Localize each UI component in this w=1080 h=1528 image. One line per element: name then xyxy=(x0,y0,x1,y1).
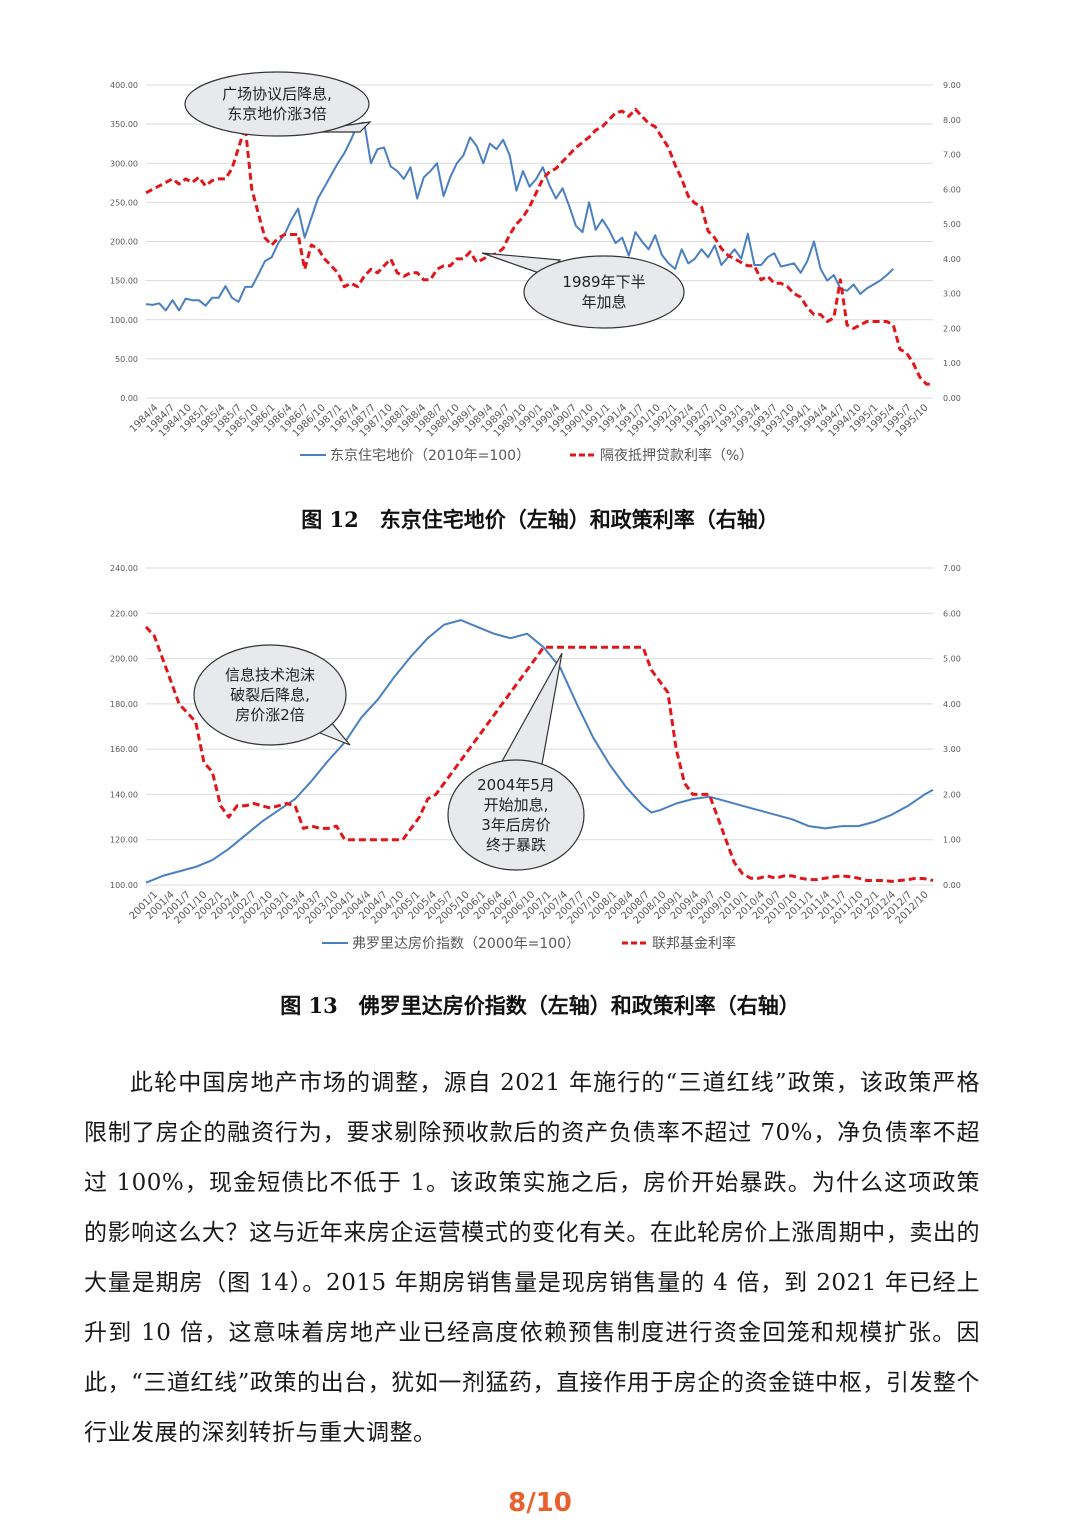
figure-12-caption: 图 12 东京住宅地价（左轴）和政策利率（右轴） xyxy=(301,507,779,532)
chart1-rate-line xyxy=(145,107,933,386)
chart2-callout-text: 破裂后降息, xyxy=(230,686,310,704)
chart1-y2-tick-label: 5.00 xyxy=(943,220,961,229)
chart1-y-tick-label: 350.00 xyxy=(110,120,138,129)
chart2-callout-pointer xyxy=(499,652,563,776)
chart1-y-tick-label: 200.00 xyxy=(110,238,138,247)
chart2-callout-bubble xyxy=(193,644,347,746)
chart1-price-line xyxy=(145,121,894,312)
chart2-y-tick-label: 120.00 xyxy=(110,836,138,845)
chart2-y2-tick-label: 1.00 xyxy=(943,836,961,845)
chart1-callout-bubble xyxy=(523,255,685,329)
chart1-y-tick-label: 400.00 xyxy=(110,81,138,90)
chart1-y2-tick-label: 3.00 xyxy=(943,290,961,299)
chart-florida-house-price: 100.00 120.00 140.00 160.00 180.00 200.00 220.… xyxy=(0,555,1080,965)
chart1-y2-tick-label: 9.00 xyxy=(943,81,961,90)
chart1-y2-tick-label: 7.00 xyxy=(943,151,961,160)
chart2-y-tick-label: 200.00 xyxy=(110,655,138,664)
chart2-legend-label: 联邦基金利率 xyxy=(652,935,736,952)
chart-tokyo-svg: 0.00 50.00 100.00 150.00 200.00 250.00 300.00 3… xyxy=(110,71,961,464)
figure-13-caption: 图 13 佛罗里达房价指数（左轴）和政策利率（右轴） xyxy=(280,993,800,1018)
chart1-y-tick-label: 0.00 xyxy=(120,394,138,403)
chart2-y2-tick-label: 6.00 xyxy=(943,609,961,618)
chart2-y2-tick-label: 5.00 xyxy=(943,655,961,664)
chart2-y-tick-label: 160.00 xyxy=(110,745,138,754)
chart2-legend-label: 弗罗里达房价指数（2000年=100） xyxy=(352,936,580,952)
chart2-y2-tick-label: 7.00 xyxy=(943,564,961,573)
chart2-y2-tick-label: 0.00 xyxy=(943,881,961,890)
chart2-callout-text: 开始加息, xyxy=(484,796,549,814)
chart1-y2-tick-label: 0.00 xyxy=(943,394,961,403)
chart2-callout-text: 房价涨2倍 xyxy=(235,706,305,724)
chart1-y2-tick-label: 1.00 xyxy=(943,359,961,368)
chart1-y-tick-label: 150.00 xyxy=(110,277,138,286)
chart2-callout-bubble xyxy=(447,759,585,871)
chart2-callout-text: 信息技术泡沫 xyxy=(225,666,315,684)
chart2-y2-tick-label: 2.00 xyxy=(943,790,961,799)
chart1-y2-tick-label: 6.00 xyxy=(943,185,961,194)
chart1-callout-text: 东京地价涨3倍 xyxy=(227,105,327,123)
chart1-y2-tick-label: 2.00 xyxy=(943,324,961,333)
chart2-callout-text: 2004年5月 xyxy=(477,776,555,794)
chart2-rate-line xyxy=(144,625,934,883)
chart1-y2-tick-label: 4.00 xyxy=(943,255,961,264)
chart2-y-tick-label: 100.00 xyxy=(110,881,138,890)
chart2-callout-text: 终于暴跌 xyxy=(486,836,546,854)
chart2-callout-text: 3年后房价 xyxy=(481,816,551,834)
chart1-y-tick-label: 100.00 xyxy=(110,316,138,325)
chart-florida-svg: 100.00 120.00 140.00 160.00 180.00 200.00 220.… xyxy=(110,564,961,952)
chart1-callout-text: 广场协议后降息, xyxy=(222,85,332,103)
chart-tokyo-land-price: 0.00 50.00 100.00 150.00 200.00 250.00 300.00 3… xyxy=(0,70,1080,490)
chart1-legend-label: 隔夜抵押贷款利率（%） xyxy=(600,447,753,464)
body-paragraph: 此轮中国房地产市场的调整，源自 2021 年施行的“三道红线”政策，该政策严格限… xyxy=(84,1070,980,1446)
page-number: 8/10 xyxy=(508,1488,572,1518)
chart2-y2-tick-label: 3.00 xyxy=(943,745,961,754)
chart2-y-tick-label: 220.00 xyxy=(110,609,138,618)
chart1-y-tick-label: 250.00 xyxy=(110,198,138,207)
chart1-y-tick-label: 50.00 xyxy=(115,355,138,364)
chart2-y-tick-label: 180.00 xyxy=(110,700,138,709)
chart1-y-tick-label: 300.00 xyxy=(110,159,138,168)
chart1-legend-label: 东京住宅地价（2010年=100） xyxy=(330,448,530,464)
chart2-y2-tick-label: 4.00 xyxy=(943,700,961,709)
chart1-callout-bubble xyxy=(184,71,370,137)
chart1-y2-tick-label: 8.00 xyxy=(943,116,961,125)
chart1-callout-text: 年加息 xyxy=(581,293,626,311)
chart2-y-tick-label: 240.00 xyxy=(110,564,138,573)
chart2-price-line xyxy=(145,619,934,884)
chart1-callout-text: 1989年下半 xyxy=(562,273,645,291)
chart2-y-tick-label: 140.00 xyxy=(110,790,138,799)
